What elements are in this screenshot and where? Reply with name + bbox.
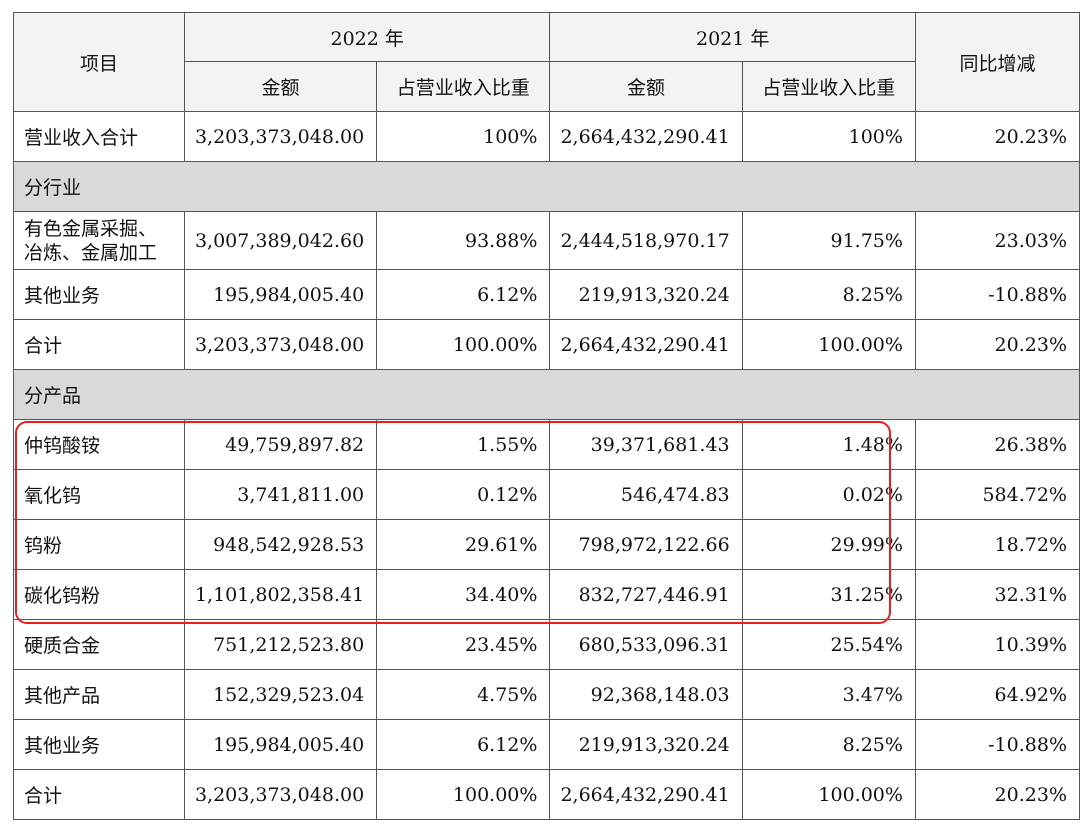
header-year-2021: 2021 年: [549, 12, 916, 62]
total-revenue-row: 营业收入合计 3,203,373,048.00 100% 2,664,432,2…: [13, 111, 1080, 162]
amount-2022: 195,984,005.40: [183, 719, 378, 770]
share-2021: 1.48%: [741, 419, 916, 470]
row-label: 钨粉: [13, 519, 185, 570]
yoy-change: 64.92%: [914, 669, 1080, 720]
table-row: 氧化钨 3,741,811.00 0.12% 546,474.83 0.02% 584.7…: [13, 469, 1080, 520]
header-yoy: 同比增减: [914, 12, 1080, 112]
amount-2022: 152,329,523.04: [183, 669, 378, 720]
amount-2021: 2,444,518,970.17: [549, 211, 743, 270]
yoy-change: 584.72%: [914, 469, 1080, 520]
share-2022: 0.12%: [376, 469, 551, 520]
amount-2021: 39,371,681.43: [549, 419, 743, 470]
yoy-change: 32.31%: [914, 569, 1080, 620]
share-2022: 1.55%: [376, 419, 551, 470]
header-item: 项目: [13, 12, 185, 112]
table-row: 硬质合金 751,212,523.80 23.45% 680,533,096.31 25…: [13, 619, 1080, 670]
header-share-2021: 占营业收入比重: [741, 61, 916, 112]
section-product-label: 分产品: [13, 369, 1080, 420]
amount-2021: 832,727,446.91: [549, 569, 743, 620]
row-label: 其他业务: [13, 269, 185, 320]
yoy-change: -10.88%: [914, 269, 1080, 320]
share-2022: 34.40%: [376, 569, 551, 620]
amount-2021: 546,474.83: [549, 469, 743, 520]
amount-2021: 798,972,122.66: [549, 519, 743, 570]
yoy-change: -10.88%: [914, 719, 1080, 770]
section-industry-row: 分行业: [13, 161, 1080, 212]
share-2021: 8.25%: [741, 269, 916, 320]
table-row: 碳化钨粉 1,101,802,358.41 34.40% 832,727,446.91…: [13, 569, 1080, 620]
amount-2022: 1,101,802,358.41: [183, 569, 378, 620]
amount-2022: 195,984,005.40: [183, 269, 378, 320]
header-amount-2022: 金额: [183, 61, 378, 112]
share-2022: 29.61%: [376, 519, 551, 570]
share-2022: 6.12%: [376, 269, 551, 320]
share-2021: 100.00%: [741, 769, 916, 820]
row-label: 氧化钨: [13, 469, 185, 520]
row-label: 碳化钨粉: [13, 569, 185, 620]
share-2022: 100.00%: [376, 769, 551, 820]
header-row-metrics: 金额 占营业收入比重 金额 占营业收入比重: [14, 61, 1080, 112]
amount-2021: 219,913,320.24: [549, 719, 743, 770]
amount-2022: 3,203,373,048.00: [183, 319, 378, 370]
table-row: 合计 3,203,373,048.00 100.00% 2,664,432,290.4…: [13, 319, 1080, 370]
amount-2021: 219,913,320.24: [549, 269, 743, 320]
share-2022: 100%: [376, 111, 551, 162]
section-product-row: 分产品: [13, 369, 1080, 420]
amount-2021: 680,533,096.31: [549, 619, 743, 670]
row-label: 营业收入合计: [13, 111, 185, 162]
amount-2022: 49,759,897.82: [183, 419, 378, 470]
amount-2021: 2,664,432,290.41: [549, 769, 743, 820]
share-2021: 0.02%: [741, 469, 916, 520]
row-label: 仲钨酸铵: [13, 419, 185, 470]
row-label: 有色金属采掘、冶炼、金属加工: [13, 211, 185, 270]
yoy-change: 18.72%: [914, 519, 1080, 570]
row-label: 硬质合金: [13, 619, 185, 670]
yoy-change: 20.23%: [914, 769, 1080, 820]
table-row: 其他业务 195,984,005.40 6.12% 219,913,320.24 8.2…: [13, 269, 1080, 320]
yoy-change: 20.23%: [914, 111, 1080, 162]
header-row-years: 项目 2022 年 2021 年 同比增减: [13, 12, 1080, 112]
yoy-change: 10.39%: [914, 619, 1080, 670]
share-2022: 23.45%: [376, 619, 551, 670]
header-year-2022: 2022 年: [183, 12, 551, 62]
share-2022: 4.75%: [376, 669, 551, 720]
row-label: 合计: [13, 319, 185, 370]
amount-2022: 751,212,523.80: [183, 619, 378, 670]
table-row: 合计 3,203,373,048.00 100.00% 2,664,432,290.4…: [13, 769, 1080, 820]
header-share-2022: 占营业收入比重: [376, 61, 551, 112]
share-2021: 29.99%: [741, 519, 916, 570]
row-label: 其他业务: [13, 719, 185, 770]
share-2021: 8.25%: [741, 719, 916, 770]
amount-2021: 2,664,432,290.41: [549, 111, 743, 162]
share-2022: 6.12%: [376, 719, 551, 770]
table-row: 有色金属采掘、冶炼、金属加工 3,007,389,042.60 93.88% 2,44…: [13, 211, 1080, 270]
table-row: 其他产品 152,329,523.04 4.75% 92,368,148.03 3.47…: [13, 669, 1080, 720]
row-label: 合计: [13, 769, 185, 820]
row-label: 其他产品: [13, 669, 185, 720]
revenue-table: 项目 2022 年 2021 年 同比增减 金额 占营业收入比重 金额 占营业收…: [13, 12, 1080, 820]
yoy-change: 26.38%: [914, 419, 1080, 470]
share-2021: 25.54%: [741, 619, 916, 670]
yoy-change: 23.03%: [914, 211, 1080, 270]
section-industry-label: 分行业: [13, 161, 1080, 212]
table-row: 其他业务 195,984,005.40 6.12% 219,913,320.24 8.2…: [13, 719, 1080, 770]
table-row: 仲钨酸铵 49,759,897.82 1.55% 39,371,681.43 1.48%…: [13, 419, 1080, 470]
amount-2022: 3,203,373,048.00: [183, 111, 378, 162]
share-2022: 93.88%: [376, 211, 551, 270]
yoy-change: 20.23%: [914, 319, 1080, 370]
share-2021: 3.47%: [741, 669, 916, 720]
share-2021: 31.25%: [741, 569, 916, 620]
share-2021: 100.00%: [741, 319, 916, 370]
header-amount-2021: 金额: [549, 61, 743, 112]
amount-2022: 948,542,928.53: [183, 519, 378, 570]
share-2022: 100.00%: [376, 319, 551, 370]
share-2021: 100%: [741, 111, 916, 162]
share-2021: 91.75%: [741, 211, 916, 270]
amount-2022: 3,007,389,042.60: [183, 211, 378, 270]
table-row: 钨粉 948,542,928.53 29.61% 798,972,122.66 29.9…: [13, 519, 1080, 570]
amount-2021: 2,664,432,290.41: [549, 319, 743, 370]
amount-2021: 92,368,148.03: [549, 669, 743, 720]
amount-2022: 3,741,811.00: [183, 469, 378, 520]
amount-2022: 3,203,373,048.00: [183, 769, 378, 820]
